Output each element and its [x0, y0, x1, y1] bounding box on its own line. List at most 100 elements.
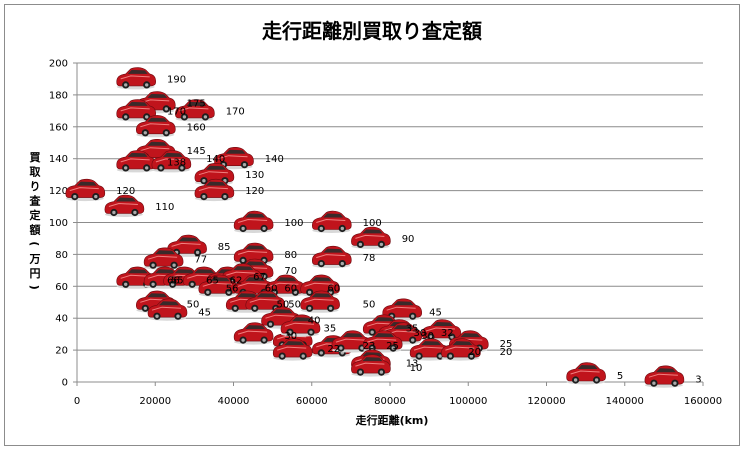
data-label: 145: [187, 146, 206, 157]
data-label: 100: [363, 218, 382, 229]
y-tick-label: 20: [55, 346, 68, 357]
data-label: 60: [327, 283, 340, 294]
data-label: 90: [402, 234, 415, 245]
data-label: 170: [226, 106, 245, 117]
data-label: 130: [245, 170, 264, 181]
x-tick-label: 80000: [374, 396, 406, 407]
data-label: 66: [167, 275, 180, 286]
x-axis-title: 走行距離(km): [355, 413, 429, 427]
car-marker-icon: [147, 298, 188, 321]
data-label: 50: [277, 299, 290, 310]
car-marker-icon: [351, 226, 391, 249]
car-marker-icon: [167, 234, 207, 257]
data-label: 175: [187, 98, 206, 109]
data-label: 25: [386, 341, 399, 352]
data-label: 55: [171, 275, 184, 286]
y-tick-labels: 0 20 40 60 80 100 120 140 160 180 200: [49, 59, 68, 389]
car-marker-icon: [198, 274, 239, 297]
car-marker-icon: [175, 99, 215, 122]
data-label: 3: [695, 374, 701, 385]
data-label: 60: [284, 283, 297, 294]
x-tick-label: 40000: [218, 396, 250, 407]
y-axis-title-char: 取: [30, 165, 41, 178]
data-label: 32: [441, 328, 454, 339]
y-axis-title-char: り: [30, 180, 41, 193]
data-label: 5: [617, 371, 623, 382]
y-axis-title-char: ): [28, 285, 41, 290]
car-marker-icon: [233, 210, 274, 233]
data-label: 23: [363, 341, 376, 352]
x-tick-label: 60000: [296, 396, 328, 407]
car-marker-icon: [409, 338, 450, 361]
y-axis-title-char: 円: [30, 267, 41, 280]
y-tick-label: 120: [49, 186, 68, 197]
y-tick-label: 180: [49, 90, 68, 101]
data-label: 20: [500, 347, 513, 358]
car-marker-icon: [644, 365, 685, 388]
data-label: 160: [187, 122, 206, 133]
car-marker-icon: [194, 178, 235, 202]
data-label: 30: [421, 331, 434, 342]
data-label: 22: [327, 344, 340, 355]
y-tick-label: 160: [49, 122, 68, 133]
data-label: 30: [414, 328, 427, 339]
data-label: 170: [167, 106, 186, 117]
car-marker-icon: [280, 314, 321, 337]
y-tick-label: 140: [49, 154, 68, 165]
car-marker-icon: [311, 245, 352, 269]
y-axis-title: 買取り査定額 ( 万円): [28, 151, 41, 290]
y-tick-label: 200: [49, 59, 68, 70]
data-label: 50: [288, 299, 301, 310]
data-label: 50: [187, 299, 200, 310]
car-marker-icon: [300, 290, 340, 313]
data-label: 100: [284, 218, 303, 229]
data-label: 120: [245, 186, 264, 197]
x-tick-label: 160000: [684, 396, 722, 407]
data-label: 60: [265, 283, 278, 294]
car-marker-icon: [233, 322, 274, 345]
x-tick-label: 140000: [606, 396, 644, 407]
car-marker-icon: [351, 354, 391, 377]
data-label: 50: [363, 299, 376, 310]
data-label: 120: [116, 186, 135, 197]
car-marker-icon: [136, 115, 176, 138]
y-axis-title-char: 額: [29, 222, 41, 236]
car-marker-icon: [116, 150, 156, 173]
car-marker-icon: [311, 210, 352, 233]
data-label: 138: [167, 157, 186, 168]
data-label: 13: [406, 358, 419, 369]
data-label: 85: [218, 242, 231, 253]
data-label: 45: [198, 307, 211, 318]
data-label: 140: [206, 154, 225, 165]
data-label: 67: [253, 272, 266, 283]
data-label: 65: [206, 275, 219, 286]
x-tick-label: 100000: [449, 396, 487, 407]
y-axis-title-char: 定: [30, 208, 41, 222]
data-label: 190: [167, 74, 186, 85]
car-marker-icon: [441, 338, 481, 361]
data-label: 30: [284, 331, 297, 342]
data-label: 35: [406, 323, 419, 334]
data-label: 110: [155, 202, 174, 213]
x-tick-labels: 0 20000 40000 60000 80000 100000 120000 140000 1…: [74, 396, 722, 407]
y-axis-title-char: 査: [30, 193, 41, 207]
x-tick-label: 120000: [527, 396, 565, 407]
data-label: 45: [429, 307, 442, 318]
data-label: 56: [226, 283, 239, 294]
y-tick-label: 80: [55, 250, 68, 261]
data-label: 25: [500, 339, 513, 350]
y-tick-label: 60: [55, 282, 68, 293]
car-marker-icon: [143, 247, 184, 270]
y-axis-title-char: 買: [30, 151, 41, 164]
data-label: 70: [284, 266, 297, 277]
data-label: 77: [194, 255, 207, 266]
data-label: 20: [468, 347, 481, 358]
x-tick-label: 20000: [139, 396, 171, 407]
data-points: [65, 67, 685, 388]
y-axis-title-char: (: [28, 241, 41, 246]
car-marker-icon: [272, 338, 313, 361]
data-label: 78: [363, 253, 376, 264]
y-axis-title-char: 万: [29, 252, 41, 265]
